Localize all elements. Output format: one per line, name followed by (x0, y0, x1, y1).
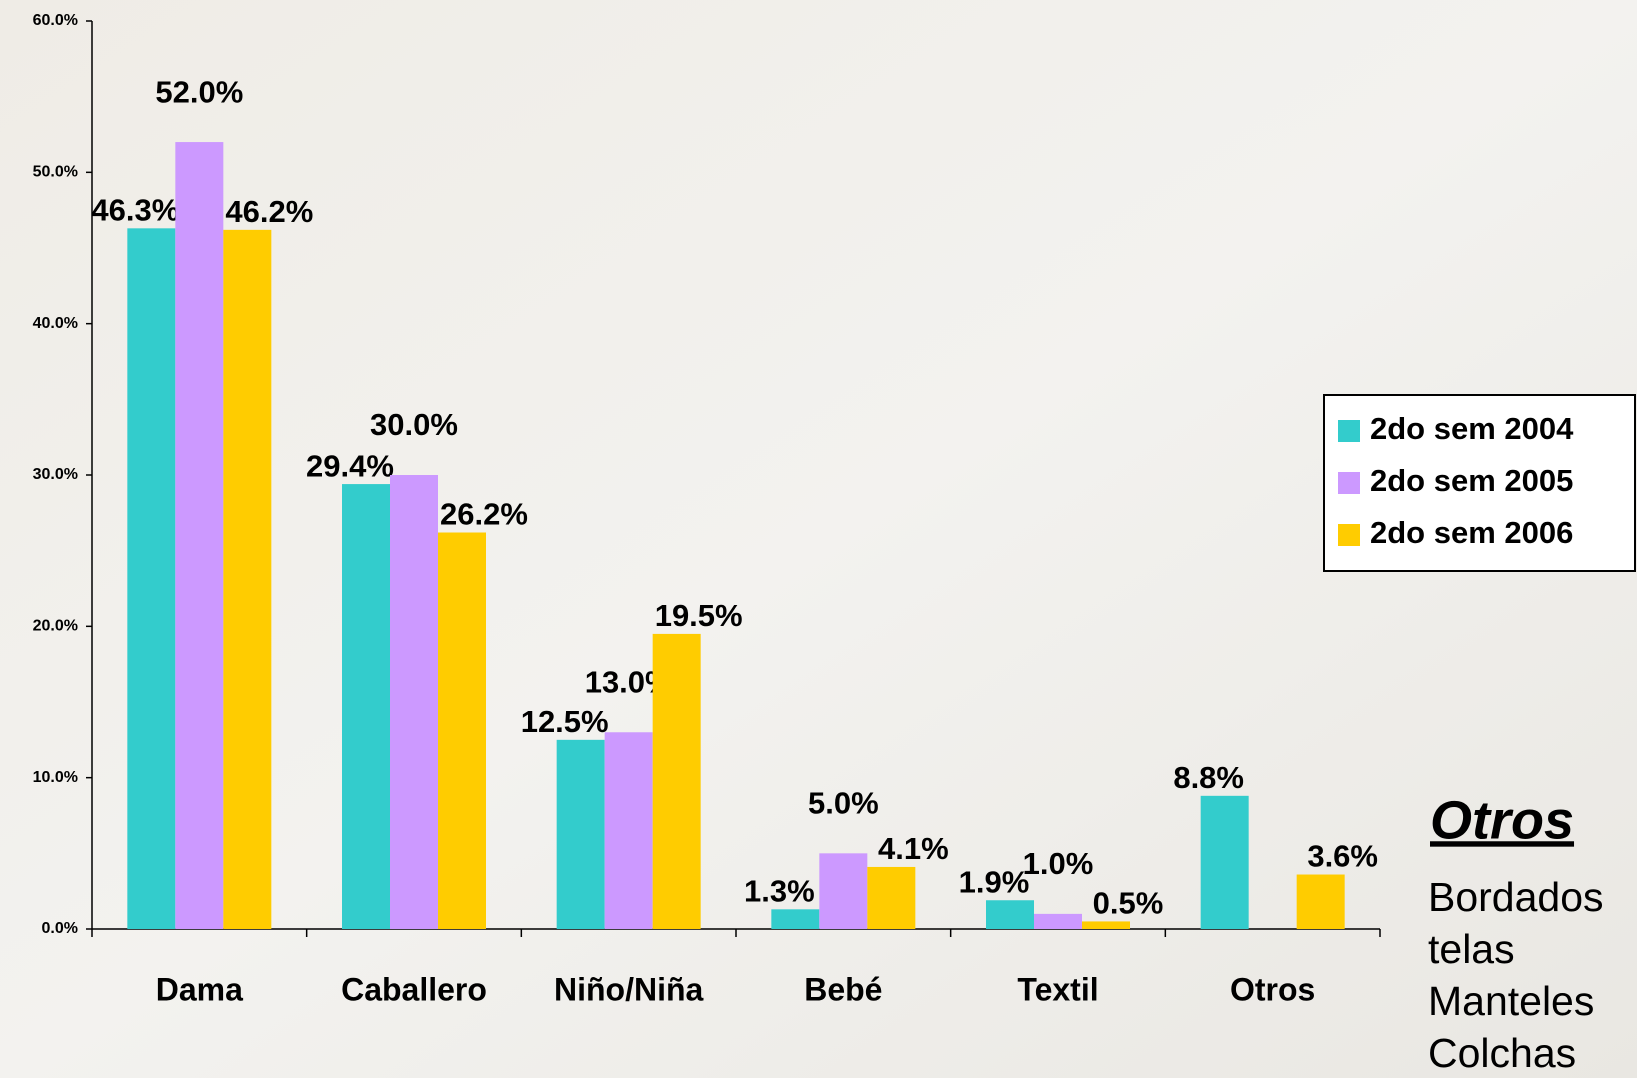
bar (390, 475, 438, 929)
side-note-line: Manteles (1428, 978, 1594, 1024)
data-label: 29.4% (306, 448, 394, 483)
bar (127, 228, 175, 929)
bar (1034, 914, 1082, 929)
data-label: 46.3% (91, 193, 179, 228)
x-tick-label: Textil (1017, 971, 1098, 1007)
bar (771, 909, 819, 929)
bar (867, 867, 915, 929)
page: 0.0% 10.0% 20.0% 30.0% 40.0% 50.0% 60.0% Dama 46… (0, 0, 1637, 1078)
legend-swatch (1338, 420, 1360, 442)
data-label: 4.1% (878, 831, 949, 866)
bar (653, 634, 701, 929)
data-label: 19.5% (655, 598, 743, 633)
bar (1297, 875, 1345, 929)
data-label: 3.6% (1307, 839, 1378, 874)
legend-label: 2do sem 2005 (1370, 463, 1573, 498)
bar (1082, 921, 1130, 929)
data-label: 52.0% (155, 74, 243, 109)
legend-label: 2do sem 2004 (1370, 411, 1574, 446)
x-tick-label: Bebé (804, 971, 882, 1007)
legend-swatch (1338, 472, 1360, 494)
data-label: 8.8% (1173, 760, 1244, 795)
side-note-line: Colchas (1428, 1030, 1576, 1076)
bar (342, 484, 390, 929)
data-label: 1.9% (959, 864, 1030, 899)
y-tick-label: 20.0% (33, 618, 78, 635)
bar (438, 533, 486, 929)
side-note-line: Bordados (1428, 874, 1604, 920)
side-note-title: Otros (1430, 790, 1574, 850)
data-label: 30.0% (370, 407, 458, 442)
data-label: 1.3% (744, 874, 815, 909)
x-tick-label: Dama (156, 971, 243, 1007)
bar (986, 900, 1034, 929)
bar (819, 853, 867, 929)
data-label: 1.0% (1023, 846, 1094, 881)
bar (605, 732, 653, 929)
y-tick-label: 50.0% (33, 164, 78, 181)
y-tick-label: 30.0% (33, 466, 78, 483)
y-tick-label: 60.0% (33, 12, 78, 29)
bar (1201, 796, 1249, 929)
data-label: 0.5% (1093, 886, 1164, 921)
bar (175, 142, 223, 929)
x-tick-label: Niño/Niña (554, 971, 704, 1007)
bar (223, 230, 271, 929)
side-note-line: telas (1428, 926, 1515, 972)
y-tick-label: 0.0% (42, 920, 78, 937)
data-label: 26.2% (440, 497, 528, 532)
bar (557, 740, 605, 929)
legend-label: 2do sem 2006 (1370, 515, 1573, 550)
legend-swatch (1338, 524, 1360, 546)
y-tick-label: 40.0% (33, 315, 78, 332)
y-tick-label: 10.0% (33, 769, 78, 786)
x-tick-label: Caballero (341, 971, 487, 1007)
data-label: 12.5% (521, 704, 609, 739)
chart: 0.0% 10.0% 20.0% 30.0% 40.0% 50.0% 60.0% Dama 46… (0, 0, 1637, 1078)
data-label: 5.0% (808, 786, 879, 821)
data-label: 46.2% (225, 194, 313, 229)
x-tick-label: Otros (1230, 971, 1315, 1007)
